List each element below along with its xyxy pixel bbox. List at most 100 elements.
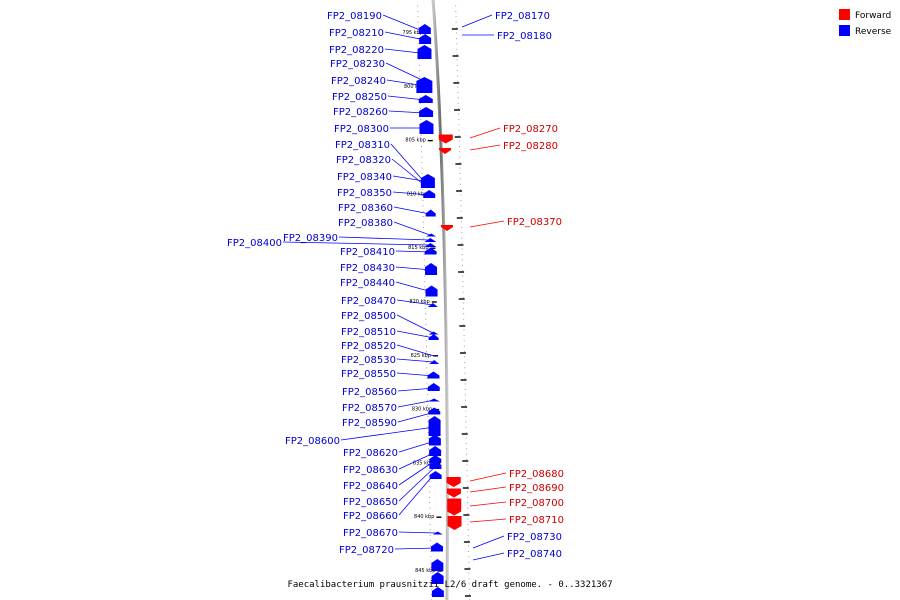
gene-label[interactable]: FP2_08690 [509, 483, 564, 494]
gene-label[interactable]: FP2_08520 [341, 341, 396, 352]
gene-label[interactable]: FP2_08620 [343, 448, 398, 459]
gene-label[interactable]: FP2_08380 [338, 218, 393, 229]
gene-arrow[interactable] [431, 572, 444, 584]
gene-arrow[interactable] [419, 107, 434, 117]
gene-arrow[interactable] [447, 498, 462, 516]
gene-leader-line [469, 501, 507, 507]
gene-label[interactable]: FP2_08400 [227, 238, 282, 249]
gene-label[interactable]: FP2_08740 [507, 549, 562, 560]
gene-label[interactable]: FP2_08340 [337, 172, 392, 183]
gene-label[interactable]: FP2_08390 [283, 233, 338, 244]
gene-label[interactable]: FP2_08670 [343, 528, 398, 539]
gene-leader-line [382, 14, 421, 31]
gene-label[interactable]: FP2_08530 [341, 355, 396, 366]
gene-label[interactable]: FP2_08630 [343, 465, 398, 476]
gene-arrow[interactable] [416, 77, 433, 93]
gene-label[interactable]: FP2_08300 [334, 124, 389, 135]
gene-leader-line [393, 221, 431, 236]
gene-label[interactable]: FP2_08250 [332, 92, 387, 103]
gene-arrow[interactable] [432, 531, 443, 535]
gene-label[interactable]: FP2_08720 [339, 545, 394, 556]
gene-arrow[interactable] [429, 471, 442, 479]
gene-arrow[interactable] [417, 45, 432, 59]
gene-arrow[interactable] [439, 148, 452, 154]
gene-arrow[interactable] [420, 174, 435, 188]
gene-label[interactable]: FP2_08260 [333, 107, 388, 118]
gene-label[interactable]: FP2_08170 [495, 11, 550, 22]
gene-leader-line [469, 144, 501, 151]
gene-label[interactable]: FP2_08730 [507, 532, 562, 543]
gene-label[interactable]: FP2_08510 [341, 327, 396, 338]
gene-label[interactable]: FP2_08370 [507, 217, 562, 228]
gene-arrow[interactable] [428, 331, 439, 335]
gene-label[interactable]: FP2_08270 [503, 124, 558, 135]
gene-arrow[interactable] [428, 334, 439, 340]
gene-label[interactable]: FP2_08280 [503, 141, 558, 152]
gene-leader-line [472, 552, 505, 561]
gene-arrow[interactable] [431, 542, 444, 552]
legend-reverse-swatch [839, 25, 850, 36]
gene-label[interactable]: FP2_08410 [340, 247, 395, 258]
gene-arrow[interactable] [427, 303, 438, 307]
gene-label[interactable]: FP2_08220 [329, 45, 384, 56]
gene-label[interactable]: FP2_08650 [343, 497, 398, 508]
gene-arrow[interactable] [441, 225, 454, 231]
gene-arrow[interactable] [427, 383, 440, 391]
gene-label[interactable]: FP2_08430 [340, 263, 395, 274]
gene-label[interactable]: FP2_08680 [509, 469, 564, 480]
gene-arrow[interactable] [425, 285, 438, 297]
gene-arrow[interactable] [427, 371, 440, 379]
scale-label: 845 kbp [415, 568, 435, 574]
gene-arrow[interactable] [428, 416, 441, 436]
gene-arrow[interactable] [428, 398, 440, 402]
gene-arrow[interactable] [431, 559, 444, 571]
gene-label[interactable]: FP2_08320 [336, 155, 391, 166]
gene-label[interactable]: FP2_08360 [338, 203, 393, 214]
gene-arrow[interactable] [429, 446, 442, 456]
gene-label[interactable]: FP2_08230 [330, 59, 385, 70]
gene-label[interactable]: FP2_08190 [327, 11, 382, 22]
gene-arrow[interactable] [429, 360, 440, 364]
gene-arrow[interactable] [419, 120, 434, 134]
gene-label[interactable]: FP2_08180 [497, 31, 552, 42]
gene-label[interactable]: FP2_08310 [335, 140, 390, 151]
gene-arrow[interactable] [424, 243, 437, 247]
gene-arrow[interactable] [431, 587, 444, 597]
gene-label[interactable]: FP2_08350 [337, 188, 392, 199]
gene-label[interactable]: FP2_08590 [342, 418, 397, 429]
gene-label[interactable]: FP2_08550 [341, 369, 396, 380]
gene-arrow[interactable] [418, 24, 431, 34]
gene-label[interactable]: FP2_08640 [343, 481, 398, 492]
gene-arrow[interactable] [429, 455, 442, 463]
gene-arrow[interactable] [418, 95, 433, 103]
gene-arrow[interactable] [428, 407, 441, 415]
gene-arrow[interactable] [425, 263, 438, 275]
gene-arrow[interactable] [419, 34, 432, 44]
gene-label[interactable]: FP2_08470 [341, 296, 396, 307]
legend-forward-label: Forward [855, 11, 891, 21]
gene-label[interactable]: FP2_08240 [331, 76, 386, 87]
gene-label[interactable]: FP2_08210 [329, 28, 384, 39]
gene-arrow[interactable] [447, 516, 462, 530]
gene-arrow[interactable] [446, 488, 461, 498]
gene-label[interactable]: FP2_08660 [343, 511, 398, 522]
legend-reverse-label: Reverse [855, 27, 892, 37]
gene-arrow[interactable] [424, 238, 437, 242]
gene-arrow[interactable] [428, 434, 441, 446]
gene-label[interactable]: FP2_08560 [342, 387, 397, 398]
gene-arrow[interactable] [438, 134, 453, 144]
gene-arrow[interactable] [424, 247, 437, 255]
gene-label[interactable]: FP2_08500 [341, 311, 396, 322]
scale-label: 825 kbp [411, 353, 431, 359]
gene-label[interactable]: FP2_08600 [285, 436, 340, 447]
gene-label[interactable]: FP2_08570 [342, 403, 397, 414]
gene-label[interactable]: FP2_08710 [509, 515, 564, 526]
gene-arrow[interactable] [425, 209, 436, 217]
gene-label[interactable]: FP2_08440 [340, 278, 395, 289]
gene-arrow[interactable] [423, 190, 436, 198]
gene-arrow[interactable] [429, 461, 442, 469]
gene-arrow[interactable] [426, 233, 437, 237]
gene-arrows [416, 24, 462, 597]
gene-arrow[interactable] [446, 477, 461, 487]
gene-label[interactable]: FP2_08700 [509, 498, 564, 509]
